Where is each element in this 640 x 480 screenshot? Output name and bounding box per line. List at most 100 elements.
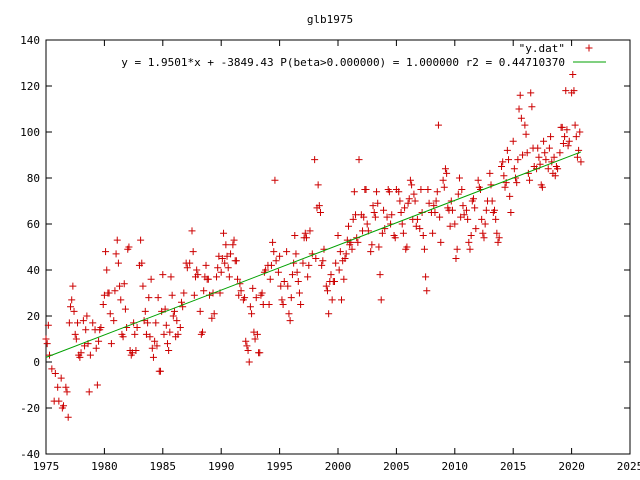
data-point	[340, 275, 348, 283]
data-point	[412, 222, 420, 230]
data-point	[517, 114, 525, 122]
data-point	[106, 310, 114, 318]
x-tick-label: 2005	[383, 460, 410, 473]
x-tick-label: 1985	[150, 460, 177, 473]
data-point	[95, 337, 103, 345]
data-point	[225, 273, 233, 281]
data-point	[388, 211, 396, 219]
data-point	[217, 268, 225, 276]
data-point	[323, 287, 331, 295]
data-point	[119, 333, 127, 341]
y-tick-label: -40	[20, 448, 40, 461]
data-point	[547, 133, 555, 141]
data-point	[97, 324, 105, 331]
data-point	[467, 232, 475, 239]
data-point	[89, 319, 97, 327]
data-point	[208, 314, 216, 322]
data-point	[352, 211, 360, 219]
data-point	[311, 156, 319, 164]
data-point	[425, 199, 433, 207]
data-point	[105, 289, 113, 297]
data-point	[395, 188, 403, 196]
data-point	[204, 275, 212, 283]
data-point	[235, 291, 243, 299]
data-point	[125, 243, 133, 251]
data-point	[67, 303, 75, 311]
y-tick-label: 80	[27, 172, 40, 185]
data-point	[550, 153, 558, 161]
data-point	[314, 181, 322, 189]
data-point	[514, 156, 522, 164]
data-point	[540, 137, 548, 145]
data-point	[457, 213, 465, 221]
x-tick-label: 2010	[442, 460, 469, 473]
data-point	[472, 225, 480, 233]
data-point	[494, 238, 502, 246]
data-point	[173, 317, 181, 325]
data-point	[349, 215, 357, 223]
data-point	[279, 301, 287, 308]
data-point	[271, 176, 279, 184]
data-point	[153, 342, 161, 350]
data-point	[82, 326, 90, 334]
data-point	[107, 340, 115, 348]
data-point	[455, 174, 463, 182]
data-point	[162, 321, 170, 329]
data-point	[315, 202, 323, 210]
data-point	[266, 275, 274, 283]
data-point	[541, 149, 549, 157]
data-point	[54, 383, 62, 391]
data-point	[419, 232, 427, 239]
data-point	[152, 319, 160, 327]
data-point	[248, 310, 256, 318]
data-point	[492, 215, 500, 223]
data-point	[462, 206, 470, 214]
data-point	[443, 169, 451, 177]
data-point	[299, 259, 307, 267]
data-point	[224, 264, 232, 272]
data-point	[471, 204, 479, 212]
data-point	[572, 133, 580, 141]
data-point	[269, 238, 277, 246]
data-point	[480, 234, 488, 242]
data-point	[244, 347, 252, 354]
data-point	[168, 291, 176, 299]
y-tick-label: 100	[20, 126, 40, 139]
data-point	[283, 248, 291, 256]
data-point	[446, 222, 454, 230]
data-point	[92, 344, 100, 352]
data-point	[202, 261, 210, 269]
data-point	[142, 330, 150, 338]
data-point	[147, 275, 155, 283]
data-point	[510, 165, 518, 173]
data-point	[431, 209, 439, 216]
y-tick-label: -20	[20, 402, 40, 415]
data-point	[188, 227, 196, 235]
x-tick-label: 1975	[33, 460, 60, 473]
data-point	[482, 206, 490, 214]
data-point	[500, 172, 508, 180]
x-tick-label: 2000	[325, 460, 352, 473]
data-point	[551, 172, 559, 180]
plot-frame	[45, 39, 631, 455]
data-point	[252, 294, 260, 302]
data-point	[245, 358, 253, 366]
data-point	[369, 202, 377, 210]
data-point	[189, 248, 197, 256]
data-point	[251, 335, 259, 343]
data-point	[406, 176, 414, 184]
data-point	[405, 195, 413, 203]
data-point	[561, 133, 569, 141]
y-tick-label: 40	[27, 264, 40, 277]
data-point	[515, 105, 523, 113]
data-point	[42, 335, 50, 343]
data-point	[559, 140, 567, 147]
data-point	[183, 264, 191, 272]
data-point	[420, 245, 428, 253]
scatter-series	[42, 71, 585, 421]
data-point	[215, 252, 223, 260]
data-point	[103, 266, 111, 274]
data-point	[432, 197, 440, 205]
data-point	[441, 165, 449, 173]
data-point	[437, 238, 445, 246]
